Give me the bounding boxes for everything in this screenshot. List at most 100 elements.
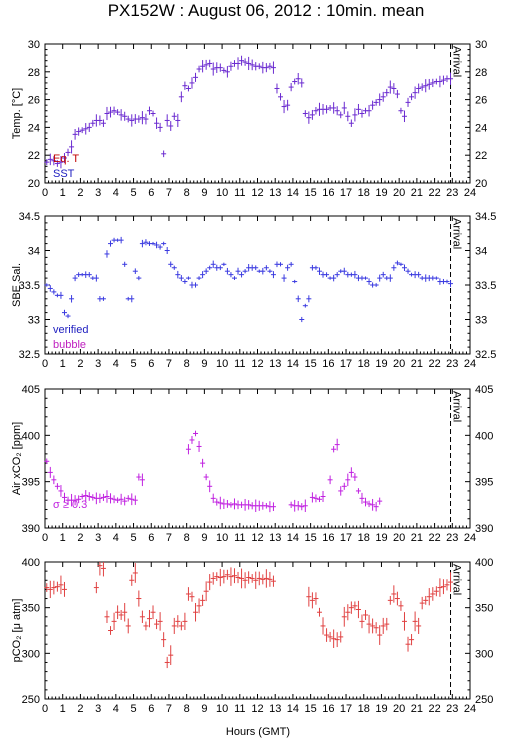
- panel-sal-xtick-label: 1: [60, 358, 66, 370]
- panel-air-point: [111, 495, 117, 504]
- panel-temp-point: [419, 83, 425, 91]
- panel-air-point: [348, 467, 354, 478]
- panel-temp-xtick-label: 17: [340, 187, 352, 199]
- panel-temp-point: [86, 122, 92, 132]
- panel-sal-xtick-label: 6: [148, 358, 154, 370]
- panel-pco2-arrival-label: Arrival: [451, 564, 463, 595]
- panel-sal-xtick-label: 14: [287, 358, 299, 370]
- panel-air-xtick-label: 21: [411, 532, 423, 544]
- panel-temp-point: [270, 61, 276, 74]
- panel-pco2-point: [242, 572, 248, 589]
- panel-sal-point: [405, 268, 411, 274]
- panel-pco2-point: [260, 574, 266, 585]
- panel-pco2-point: [327, 631, 333, 642]
- panel-sal-point: [136, 275, 142, 281]
- panel-air-point: [313, 494, 319, 503]
- panel-pco2-ytick-label: 350: [22, 603, 40, 615]
- panel-temp-point: [401, 110, 407, 123]
- panel-pco2-point: [331, 629, 337, 648]
- panel-temp-xtick-label: 12: [251, 187, 263, 199]
- panel-temp-point: [90, 119, 96, 127]
- panel-air-point: [100, 493, 106, 501]
- panel-sal-point: [100, 296, 106, 301]
- panel-sal-xtick-label: 7: [166, 358, 172, 370]
- panel-sal-frame: [44, 215, 471, 355]
- panel-temp-point: [200, 60, 206, 73]
- panel-sal-xtick-label: 4: [113, 358, 119, 370]
- panel-sal-point: [380, 271, 386, 278]
- panel-sal-xtick-label: 11: [234, 358, 245, 370]
- panel-pco2-point: [391, 585, 397, 603]
- panel-salinity: 0 1 2 3 4 5 6 7 8 9 10 11 12 13 14 15 16 17 18 19 20 21 22 23 24…: [11, 211, 496, 370]
- panel-air-point: [193, 430, 199, 437]
- panel-temp-ytick-label: 20: [28, 178, 40, 190]
- panel-air-xtick-label: 16: [322, 532, 334, 544]
- panel-temp-legend-sst: SST: [53, 168, 75, 180]
- panel-pco2-xtick-label: 23: [446, 703, 458, 715]
- panel-temp-point: [423, 79, 429, 93]
- panel-temp-point: [171, 112, 177, 121]
- panel-air-point: [263, 502, 269, 509]
- panel-air-ytick-label: 400: [22, 430, 40, 442]
- panel-sal-point: [331, 274, 337, 282]
- panel-pco2-point: [231, 568, 237, 584]
- panel-sal-xtick-label: 20: [393, 358, 405, 370]
- panel-temp-point: [246, 56, 252, 71]
- panel-pco2-point: [51, 580, 57, 595]
- panel-sal-point: [324, 272, 330, 277]
- panel-air-ytick-label-right: 405: [475, 384, 493, 396]
- panel-pco2-xtick-label: 13: [269, 703, 281, 715]
- panel-air-xtick-label: 1: [60, 532, 66, 544]
- panel-pco2-point: [58, 575, 64, 595]
- panel-sal-xtick-label: 3: [95, 358, 101, 370]
- panel-temp-point: [448, 72, 454, 85]
- panel-temp-point: [235, 57, 241, 70]
- panel-pco2-point: [448, 572, 454, 592]
- panel-sal-point: [210, 260, 216, 269]
- panel-pco2-point: [157, 612, 163, 631]
- panel-pco2-point: [437, 578, 443, 597]
- panel-temp-point: [118, 109, 124, 121]
- panel-pco2-point: [306, 586, 312, 607]
- panel-air-xco2: 0 1 2 3 4 5 6 7 8 9 10 11 12 13 14 15 16 17 18 19 20 21 22 23 24…: [11, 384, 493, 544]
- panel-pco2-point: [401, 612, 407, 631]
- panel-sal-point: [154, 241, 160, 249]
- panel-air-point: [115, 497, 121, 503]
- panel-sal-point: [178, 275, 184, 282]
- panel-pco2-point: [200, 594, 206, 606]
- panel-temp-ytick-label: 26: [28, 95, 40, 107]
- panel-pco2-point: [373, 622, 379, 634]
- panel-air-point: [228, 502, 234, 508]
- panel-pco2-point: [143, 621, 149, 631]
- panel-pco2-point: [61, 581, 67, 597]
- panel-sal-point: [352, 270, 358, 279]
- panel-pco2-xtick-label: 14: [287, 703, 299, 715]
- panel-pco2-xtick-label: 24: [464, 703, 476, 715]
- panel-pco2-point: [246, 571, 252, 584]
- panel-pco2-point: [139, 610, 145, 624]
- panel-pco2-point: [423, 595, 429, 605]
- panel-air-xtick-label: 2: [77, 532, 83, 544]
- panel-air-point: [224, 499, 230, 508]
- panel-air-point: [104, 490, 110, 503]
- panel-temp-point: [207, 59, 213, 68]
- panel-air-ytick-label-right: 400: [475, 430, 493, 442]
- panel-sal-ytick-label-right: 34: [475, 246, 487, 258]
- panel-pco2: 0 1 2 3 4 5 6 7 8 9 10 11 12 13 14 15 16 17 18 19 20 21 22 23 24…: [11, 557, 493, 715]
- panel-air-xtick-label: 14: [287, 532, 299, 544]
- panel-temp-point: [334, 106, 340, 116]
- panel-temp-point: [104, 106, 110, 121]
- panel-temp-point: [97, 115, 103, 126]
- panel-temp-point: [355, 103, 361, 115]
- panel-air-ytick-label: 395: [22, 477, 40, 489]
- panel-air-xtick-label: 15: [305, 532, 317, 544]
- panel-sal-point: [416, 271, 422, 278]
- panel-temp-point: [125, 115, 131, 123]
- panel-sal-ytick-label: 33.5: [19, 280, 40, 292]
- panel-pco2-point: [129, 574, 135, 586]
- panel-air-xtick-label: 24: [464, 532, 476, 544]
- panel-sal-xtick-label: 23: [446, 358, 458, 370]
- panel-air-frame: [44, 388, 471, 529]
- panel-sal-xtick-label: 12: [251, 358, 263, 370]
